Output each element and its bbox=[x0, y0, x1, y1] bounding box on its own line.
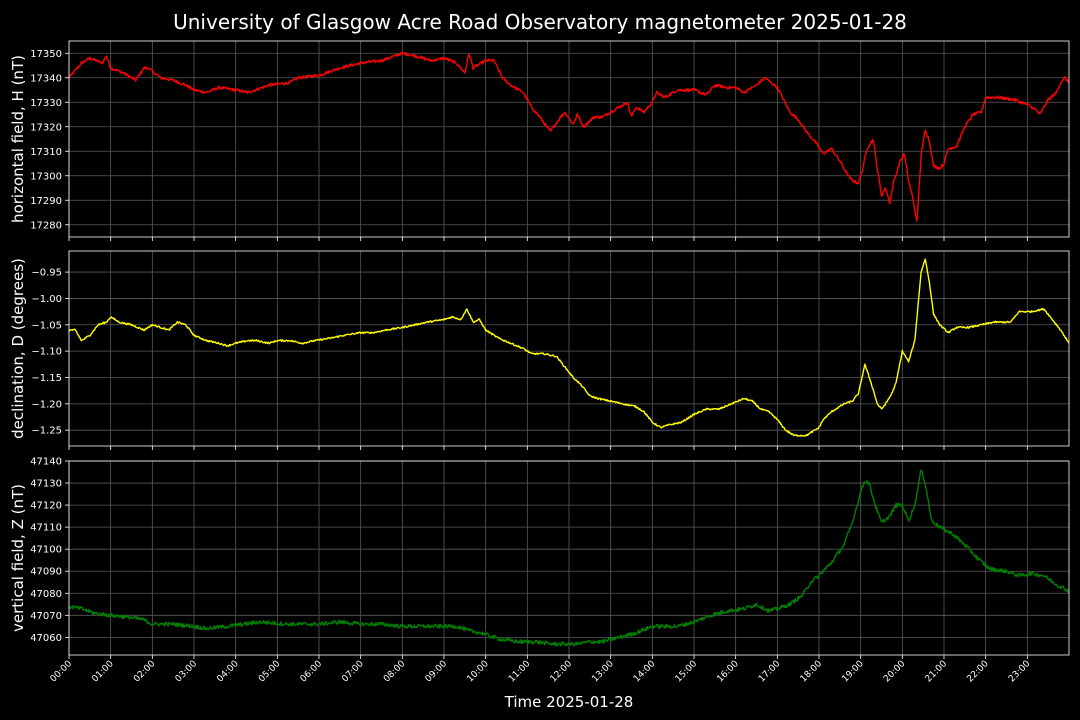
x-tick-label: 21:00 bbox=[924, 659, 950, 685]
y-tick-label: 47140 bbox=[30, 457, 62, 468]
x-tick-label: 06:00 bbox=[299, 659, 325, 685]
series-line bbox=[69, 469, 1069, 647]
x-tick-label: 23:00 bbox=[1007, 659, 1033, 685]
x-tick-label: 12:00 bbox=[549, 659, 575, 685]
x-tick-label: 09:00 bbox=[424, 659, 450, 685]
y-tick-label: 17310 bbox=[30, 147, 62, 158]
y-tick-label: 47110 bbox=[30, 523, 62, 534]
x-axis-label: Time 2025-01-28 bbox=[504, 693, 634, 711]
y-tick-label: −1.05 bbox=[31, 320, 62, 331]
y-axis-label: declination, D (degrees) bbox=[9, 258, 27, 439]
x-tick-label: 16:00 bbox=[715, 659, 741, 685]
y-tick-label: −1.10 bbox=[31, 347, 62, 358]
x-tick-label: 10:00 bbox=[465, 659, 491, 685]
y-axis-label: horizontal field, H (nT) bbox=[9, 55, 27, 223]
y-tick-label: 47060 bbox=[30, 633, 62, 644]
panel-1: −1.25 −1.20 −1.15 −1.10 −1.05 −1.00 −0.95 decli… bbox=[9, 250, 1070, 450]
y-tick-label: 47100 bbox=[30, 545, 62, 556]
series-line bbox=[69, 51, 1069, 222]
y-axis-label: vertical field, Z (nT) bbox=[9, 484, 27, 632]
series-line bbox=[69, 258, 1069, 437]
y-tick-label: 47070 bbox=[30, 611, 62, 622]
x-tick-label: 07:00 bbox=[340, 659, 366, 685]
x-tick-label: 02:00 bbox=[132, 659, 158, 685]
x-tick-label: 05:00 bbox=[257, 659, 283, 685]
y-tick-label: −1.20 bbox=[31, 399, 62, 410]
y-tick-label: −1.25 bbox=[31, 426, 62, 437]
y-tick-label: 17340 bbox=[30, 73, 62, 84]
x-tick-label: 08:00 bbox=[382, 659, 408, 685]
y-tick-label: −0.95 bbox=[31, 268, 62, 279]
y-tick-label: 47120 bbox=[30, 501, 62, 512]
y-tick-label: 47090 bbox=[30, 567, 62, 578]
x-tick-label: 13:00 bbox=[590, 659, 616, 685]
panel-0: 17280 17290 17300 17310 17320 17330 17340 17350… bbox=[9, 40, 1070, 241]
y-tick-label: 47080 bbox=[30, 589, 62, 600]
panels: 17280 17290 17300 17310 17320 17330 17340 17350… bbox=[9, 40, 1070, 685]
y-tick-label: 17320 bbox=[30, 122, 62, 133]
x-tick-label: 17:00 bbox=[757, 659, 783, 685]
figure-title: University of Glasgow Acre Road Observat… bbox=[173, 10, 907, 34]
y-tick-label: 17290 bbox=[30, 196, 62, 207]
y-tick-label: 17350 bbox=[30, 49, 62, 60]
x-tick-label: 01:00 bbox=[90, 659, 116, 685]
x-tick-label: 14:00 bbox=[632, 659, 658, 685]
x-tick-label: 22:00 bbox=[965, 659, 991, 685]
y-tick-label: −1.00 bbox=[31, 294, 62, 305]
y-tick-label: 17280 bbox=[30, 220, 62, 231]
x-tick-label: 15:00 bbox=[674, 659, 700, 685]
x-tick-label: 04:00 bbox=[215, 659, 241, 685]
y-tick-label: 17300 bbox=[30, 171, 62, 182]
x-tick-label: 00:00 bbox=[49, 659, 75, 685]
x-tick-label: 18:00 bbox=[799, 659, 825, 685]
x-tick-label: 19:00 bbox=[840, 659, 866, 685]
panel-2: 47060 47070 47080 47090 47100 47110 47120 47130… bbox=[9, 457, 1070, 659]
y-tick-label: 17330 bbox=[30, 98, 62, 109]
x-tick-label: 20:00 bbox=[882, 659, 908, 685]
y-tick-label: −1.15 bbox=[31, 373, 62, 384]
y-tick-label: 47130 bbox=[30, 479, 62, 490]
x-tick-label: 03:00 bbox=[174, 659, 200, 685]
x-tick-label: 11:00 bbox=[507, 659, 533, 685]
